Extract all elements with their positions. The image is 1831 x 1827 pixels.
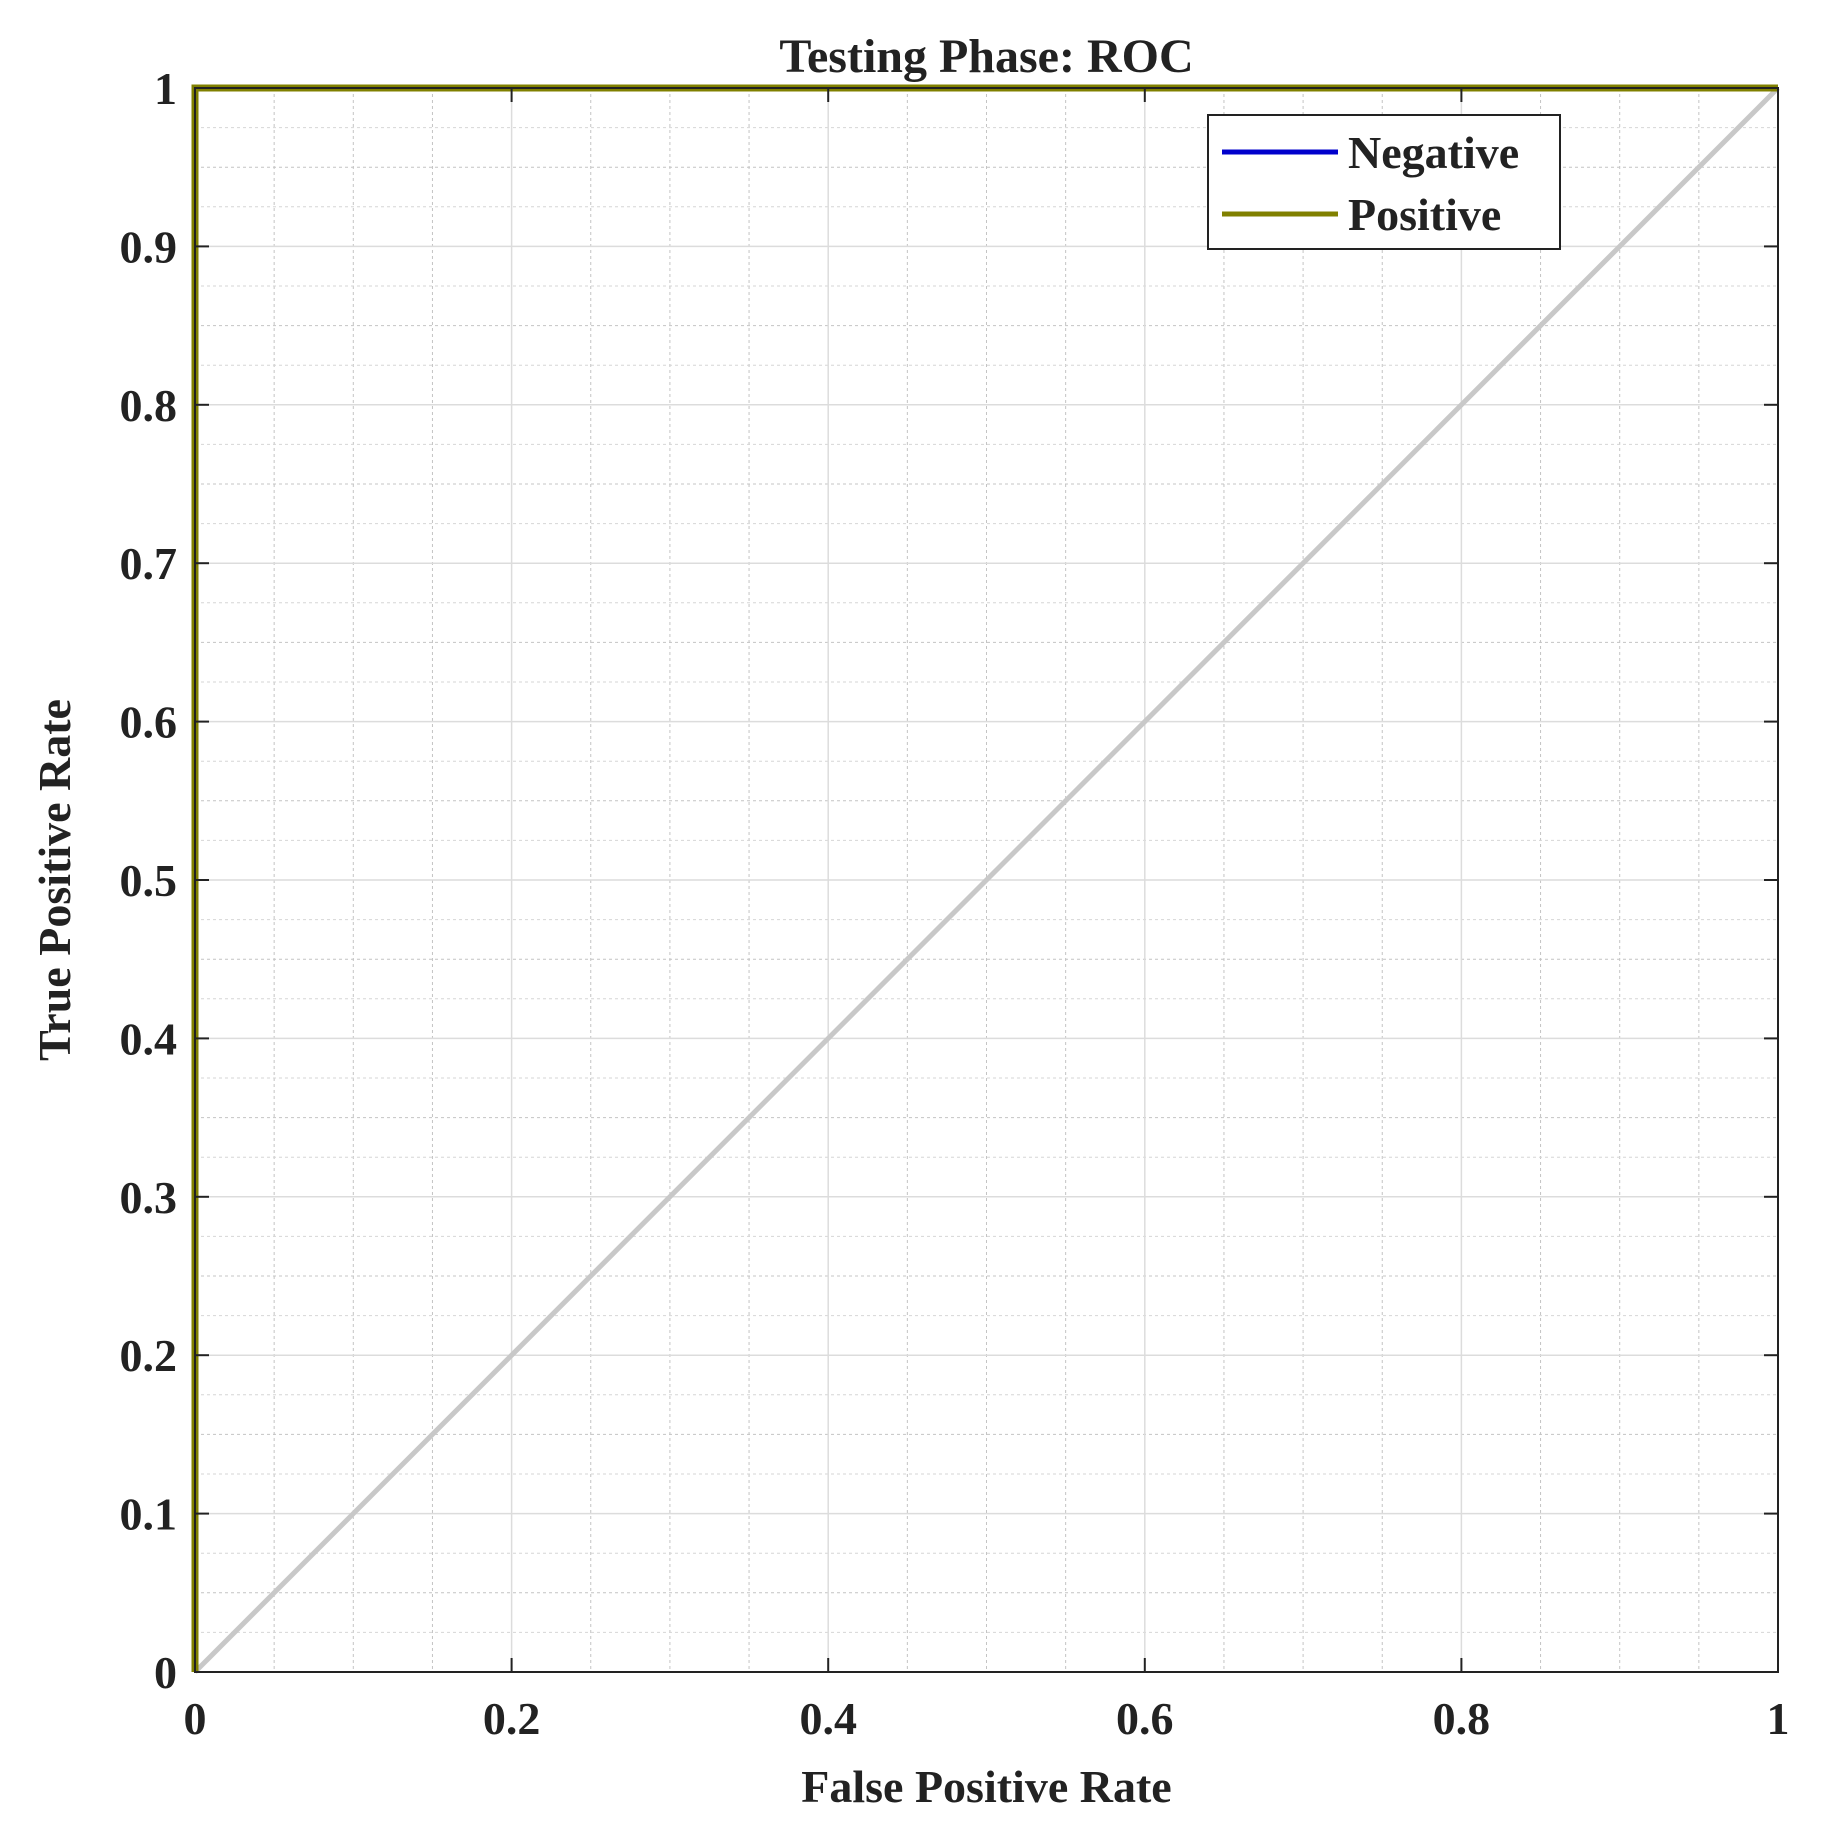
y-tick-label: 0.7 [120,538,178,589]
y-tick-label: 0.6 [120,697,178,748]
y-tick-label: 1 [154,63,177,114]
y-tick-label: 0.4 [120,1013,178,1064]
chart-title: Testing Phase: ROC [779,30,1193,83]
x-tick-label: 0.2 [483,1693,541,1744]
legend: Negative Positive [1207,114,1561,250]
x-axis-label: False Positive Rate [801,1761,1171,1812]
y-tick-label: 0 [154,1647,177,1698]
y-tick-label: 0.5 [120,855,178,906]
x-tick-label: 1 [1767,1693,1790,1744]
legend-label-positive: Positive [1348,189,1501,240]
y-tick-label: 0.8 [120,380,178,431]
x-tick-label: 0.6 [1116,1693,1174,1744]
grid [194,87,1779,1673]
x-tick-label: 0.8 [1433,1693,1491,1744]
y-tick-label: 0.1 [120,1489,178,1540]
legend-box [1207,114,1561,250]
y-tick-label: 0.9 [120,221,178,272]
legend-label-negative: Negative [1348,127,1519,178]
y-tick-label: 0.2 [120,1330,178,1381]
x-tick-label: 0 [184,1693,207,1744]
y-axis-label: True Positive Rate [29,699,80,1061]
chance-diagonal-line [193,86,1780,1674]
y-tick-label: 0.3 [120,1172,178,1223]
axis-ticks: 0 0.2 0.4 0.6 0.8 1 0 0.1 0.2 0.3 0.4 0.5 0.6 0.7 0.8 0… [120,63,1790,1744]
x-tick-label: 0.4 [799,1693,857,1744]
